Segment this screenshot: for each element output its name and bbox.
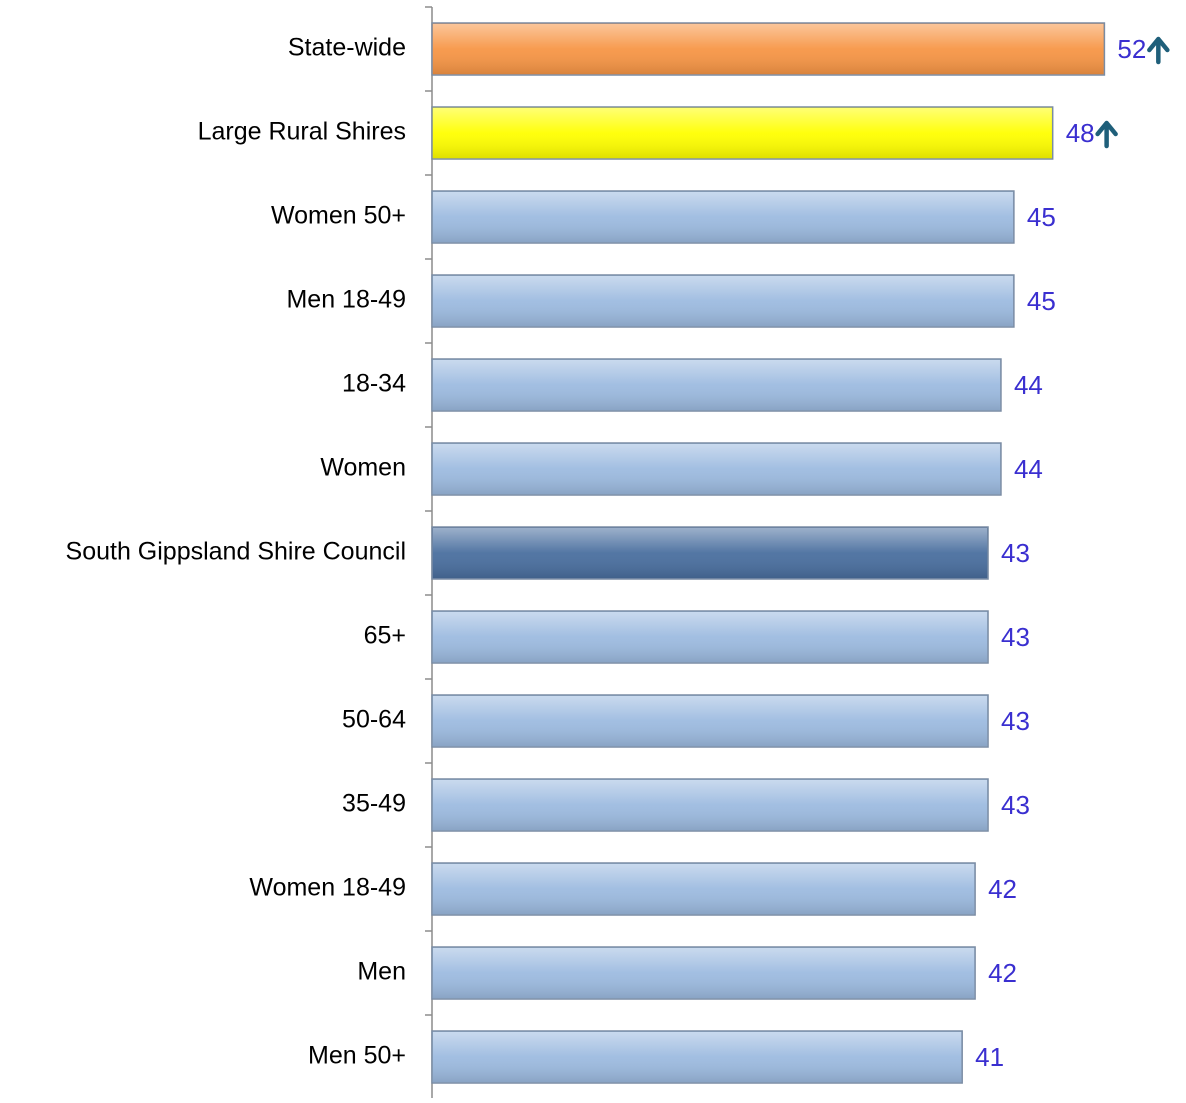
category-label: Men 18-49 [286, 286, 406, 314]
value-label: 44 [1014, 454, 1043, 484]
bar-sheen [433, 360, 1000, 410]
category-label: 50-64 [342, 706, 406, 734]
value-label: 45 [1027, 286, 1056, 316]
bar-sheen [433, 612, 988, 662]
value-label: 43 [1001, 538, 1030, 568]
value-label: 44 [1014, 370, 1043, 400]
value-label: 52 [1117, 34, 1146, 64]
category-label: Men [357, 958, 406, 986]
category-label: Men 50+ [308, 1042, 406, 1070]
category-label: Women 50+ [271, 202, 406, 230]
category-label: 65+ [364, 622, 406, 650]
value-label: 42 [988, 874, 1017, 904]
category-label: Women 18-49 [249, 874, 406, 902]
bar-sheen [433, 696, 988, 746]
bar-sheen [433, 276, 1013, 326]
value-label: 43 [1001, 706, 1030, 736]
value-label: 45 [1027, 202, 1056, 232]
category-label: Large Rural Shires [198, 118, 406, 146]
category-label: South Gippsland Shire Council [66, 538, 406, 566]
value-label: 41 [975, 1042, 1004, 1072]
category-label: 35-49 [342, 790, 406, 818]
up-arrow [1095, 120, 1118, 149]
bar-sheen [433, 780, 988, 830]
value-label: 48 [1066, 118, 1095, 148]
value-label: 43 [1001, 790, 1030, 820]
bar-sheen [433, 108, 1052, 158]
category-label: 18-34 [342, 370, 406, 398]
value-label: 43 [1001, 622, 1030, 652]
bar-sheen [433, 24, 1104, 74]
bar-sheen [433, 864, 975, 914]
category-label: Women [320, 454, 406, 482]
bar-sheen [433, 948, 975, 998]
bar-sheen [433, 528, 988, 578]
bar-sheen [433, 1032, 962, 1082]
category-label: State-wide [288, 34, 406, 62]
up-arrow [1147, 36, 1170, 65]
bar-sheen [433, 192, 1013, 242]
bar-sheen [433, 444, 1000, 494]
value-label: 42 [988, 958, 1017, 988]
